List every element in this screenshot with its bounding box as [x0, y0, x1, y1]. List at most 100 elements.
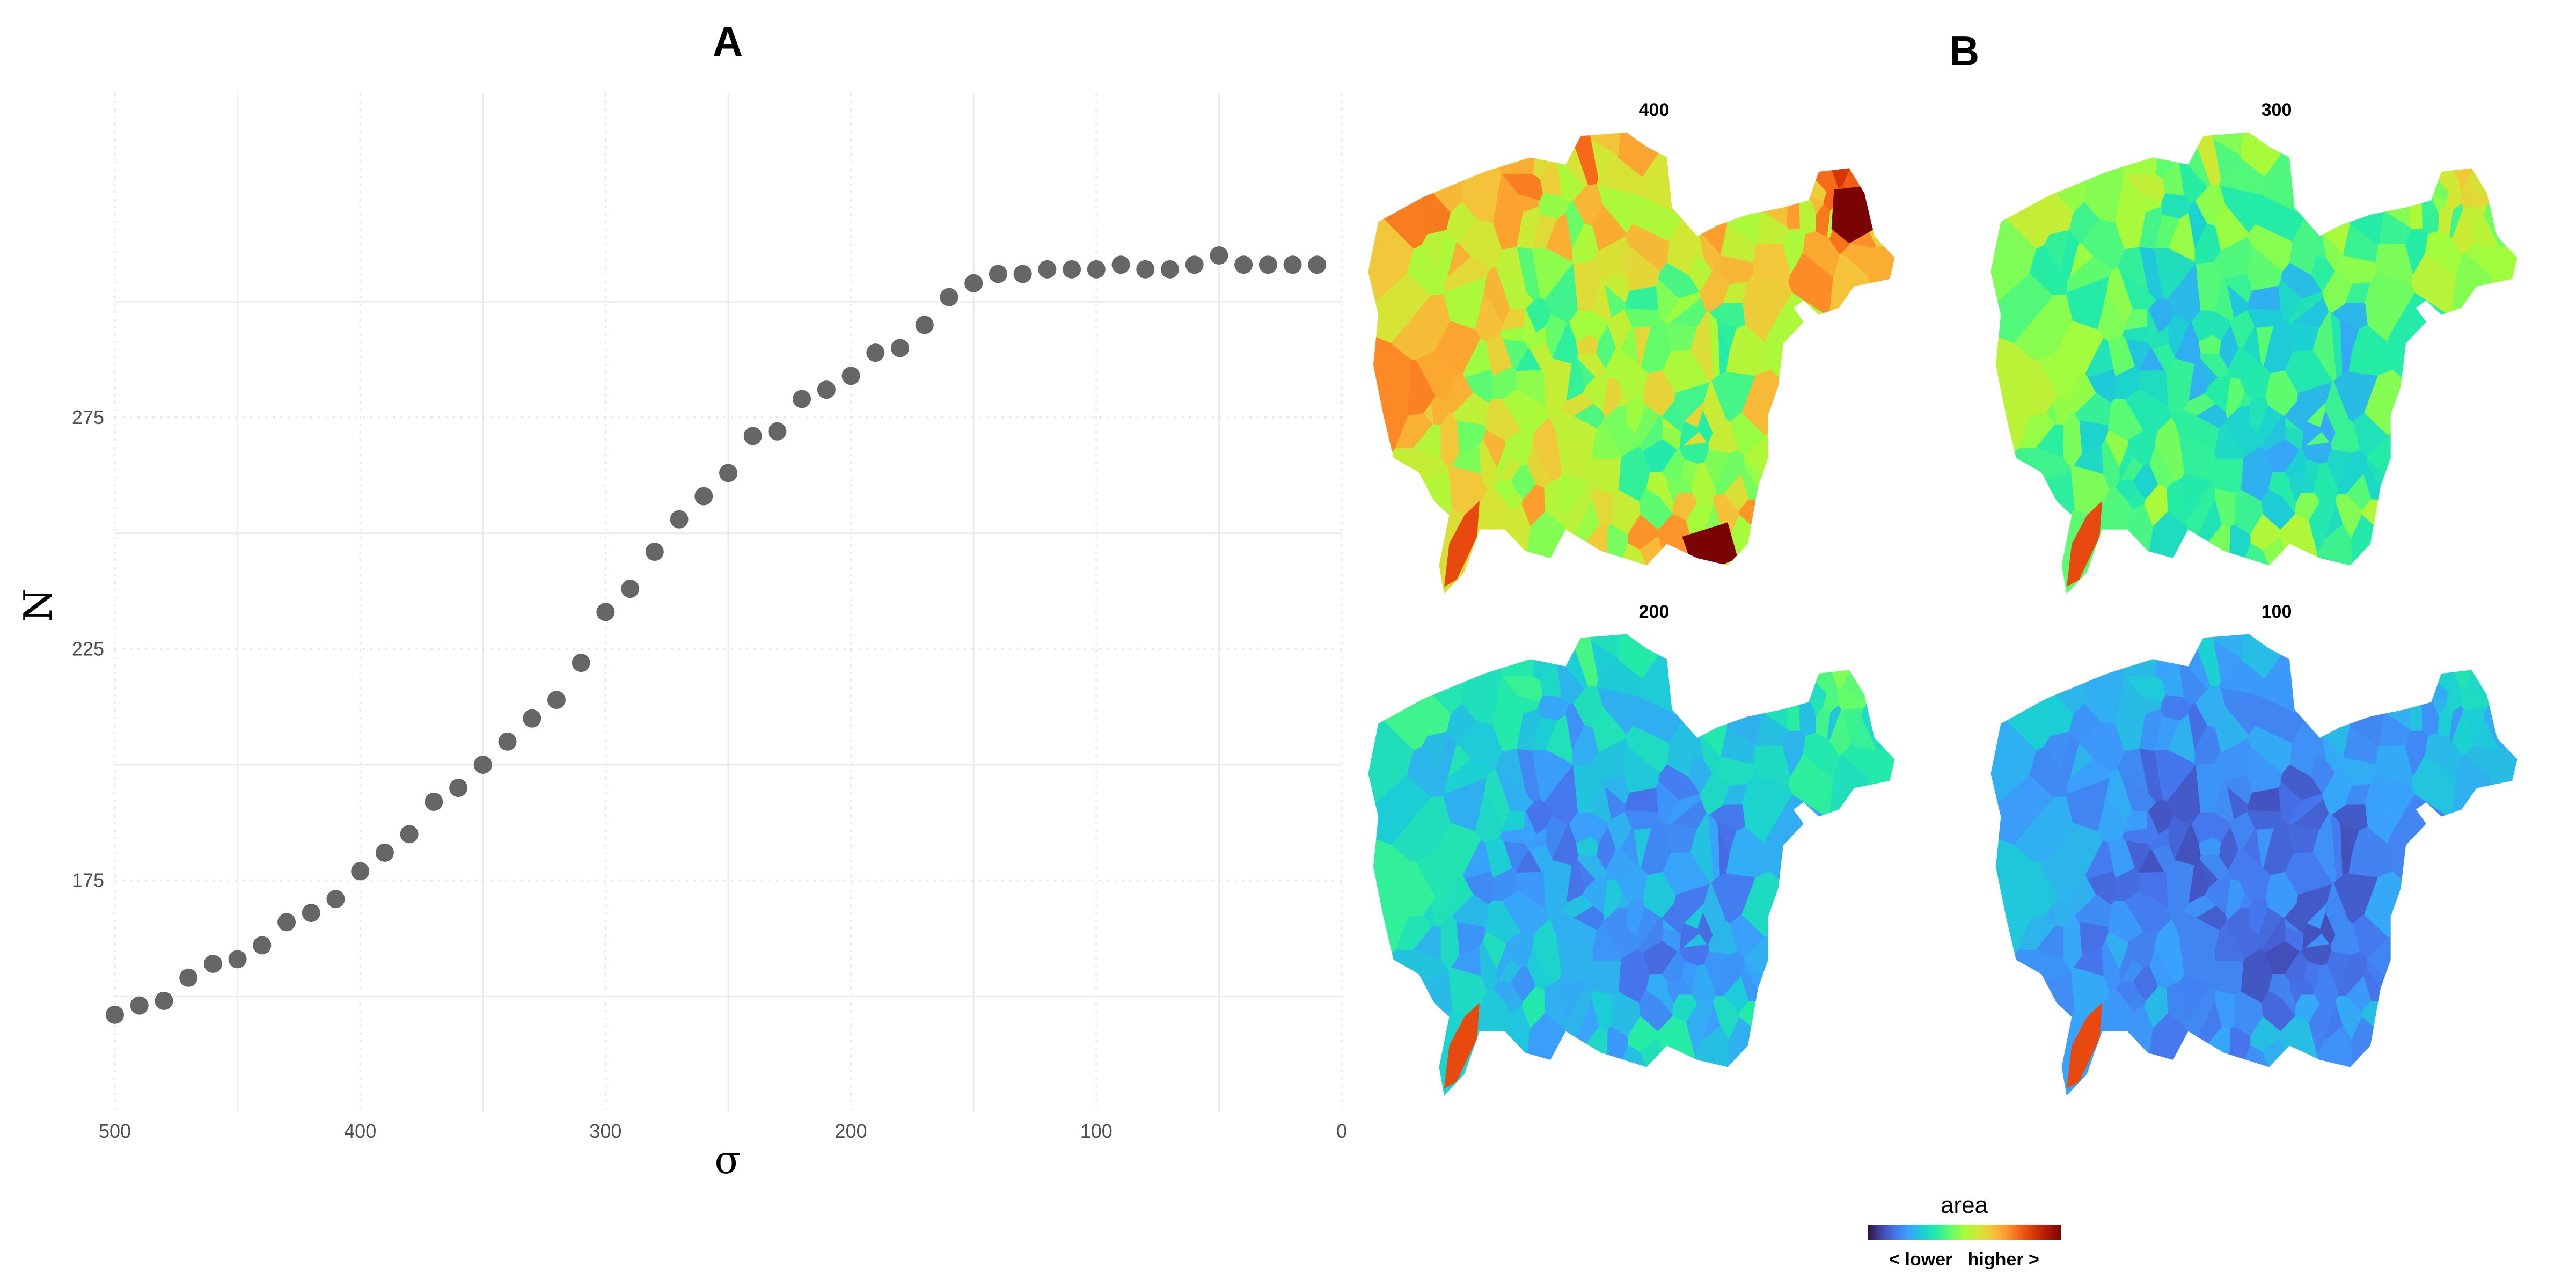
map-cell	[1700, 269, 1730, 313]
map-cell	[2046, 401, 2057, 425]
map-cell	[2339, 822, 2359, 853]
map-cell	[2282, 989, 2296, 1015]
map-cell	[2464, 132, 2518, 201]
map-cell	[1639, 1037, 1686, 1096]
map-cell	[1407, 746, 1445, 797]
data-point	[547, 691, 566, 709]
map-cell	[1485, 335, 1512, 376]
map-cell	[2119, 444, 2134, 481]
map-cell	[2161, 694, 2192, 721]
map-cell	[2204, 132, 2244, 156]
map-cell	[1674, 884, 1710, 924]
map-cell	[2234, 991, 2263, 1036]
map-cell	[1556, 433, 1593, 481]
map-cell	[2241, 446, 2273, 502]
data-point	[228, 950, 247, 969]
map-cell	[1990, 471, 2075, 594]
panel-letter-b: B	[1949, 27, 1979, 75]
map-cell	[2107, 335, 2135, 376]
map-cell	[2209, 960, 2244, 996]
map-cell	[1545, 314, 1568, 357]
data-point	[498, 732, 517, 751]
map-cell	[2154, 750, 2196, 802]
map-cell	[1691, 964, 1716, 1004]
map-cell	[2353, 914, 2388, 957]
map-cell	[2246, 810, 2284, 830]
map-cell	[1618, 446, 1650, 502]
data-point	[400, 825, 419, 844]
x-tick-label: 0	[1336, 1120, 1347, 1142]
map-cell	[2107, 837, 2135, 878]
map-cell	[2314, 964, 2339, 1004]
x-tick-label: 200	[835, 1120, 867, 1142]
map-cell	[1538, 193, 1569, 219]
map-cell	[1728, 514, 1870, 594]
map-cell	[2282, 487, 2296, 513]
map-cell	[2124, 309, 2147, 331]
map-cell	[1582, 132, 1622, 156]
scatter-chart: 500 400 300 200 100 0 175 225 275 A σ N	[16, 18, 1347, 1182]
map-cell	[2204, 634, 2244, 658]
map-cell	[1802, 733, 1840, 780]
data-point	[1087, 260, 1106, 279]
map-cell	[1702, 1005, 1721, 1041]
map-300: 300	[1990, 100, 2518, 594]
map-cell	[2209, 458, 2244, 494]
map-cell	[2451, 252, 2518, 538]
map-cell	[1618, 948, 1650, 1004]
map-cell	[1502, 173, 1543, 201]
map-title-200: 200	[1639, 602, 1670, 622]
data-point	[1160, 260, 1179, 279]
map-cell	[1368, 471, 1452, 594]
map-cell	[1461, 634, 1502, 726]
map-cell	[1828, 252, 1895, 538]
map-cell	[2133, 464, 2158, 500]
map-cell	[2227, 1026, 2251, 1096]
data-point	[326, 890, 345, 909]
map-cell	[1739, 1000, 1895, 1096]
map-cell	[1511, 464, 1536, 500]
data-point	[1063, 260, 1081, 279]
map-cell	[1717, 822, 1737, 853]
map-cell	[1592, 780, 1612, 823]
map-cell	[1576, 335, 1599, 354]
data-point	[719, 464, 737, 482]
map-cell	[1829, 708, 1850, 756]
data-point	[989, 265, 1007, 283]
map-cell	[1641, 132, 1723, 217]
data-point	[596, 603, 615, 621]
map-cell	[1750, 132, 1790, 227]
legend-caption: < lower higher >	[1889, 1249, 2039, 1270]
voronoi-cells	[1368, 132, 1895, 594]
map-cell	[2488, 244, 2518, 368]
map-cell	[1659, 487, 1674, 513]
map-cell	[2324, 1005, 2343, 1041]
x-tick-label: 500	[99, 1120, 131, 1142]
data-point	[155, 991, 173, 1010]
map-cell	[2241, 948, 2273, 1004]
map-cell	[1730, 914, 1766, 957]
map-cell	[1786, 151, 1801, 230]
map-400: 400	[1368, 100, 1895, 594]
data-point	[106, 1005, 124, 1024]
map-cell	[2198, 837, 2221, 855]
map-cell	[2220, 1044, 2297, 1096]
map-cell	[2149, 326, 2169, 349]
data-point	[351, 862, 370, 881]
map-cell	[1824, 691, 1839, 713]
map-cell	[1423, 401, 1434, 425]
data-point	[841, 367, 860, 385]
map-cell	[2198, 335, 2221, 354]
data-point	[1111, 255, 1130, 274]
map-cell	[2165, 358, 2194, 417]
map-cell	[2214, 780, 2234, 823]
map-cell	[2409, 653, 2423, 732]
map-cell	[1556, 934, 1593, 983]
map-cell	[1641, 634, 1723, 719]
map-cell	[2178, 934, 2216, 983]
map-cell	[2074, 392, 2112, 426]
map-cell	[2425, 231, 2463, 278]
y-tick-labels: 175 225 275	[72, 406, 104, 891]
map-cell	[2446, 189, 2462, 211]
map-cell	[1545, 816, 1568, 859]
